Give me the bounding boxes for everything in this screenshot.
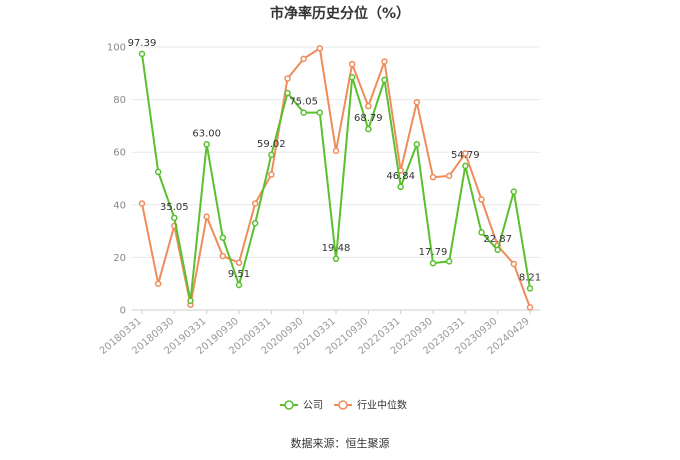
data-label: 59.02 bbox=[257, 139, 286, 150]
data-point[interactable] bbox=[171, 214, 178, 222]
data-point[interactable] bbox=[478, 196, 485, 203]
data-point[interactable] bbox=[445, 172, 453, 180]
data-point[interactable] bbox=[413, 98, 421, 106]
data-label: 54.79 bbox=[451, 150, 480, 161]
data-label: 63.00 bbox=[192, 128, 221, 139]
data-point[interactable] bbox=[316, 45, 324, 52]
series-industry-median bbox=[138, 45, 534, 311]
data-point[interactable] bbox=[526, 304, 534, 311]
data-labels: 97.39 35.05 63.00 9.51 59.02 75.05 19.48 68.79 4… bbox=[128, 38, 541, 284]
data-label: 8.21 bbox=[519, 272, 541, 283]
legend-swatch-marker bbox=[338, 400, 348, 410]
data-point[interactable] bbox=[300, 109, 307, 116]
data-point[interactable] bbox=[235, 259, 243, 266]
data-point[interactable] bbox=[154, 280, 162, 287]
data-point[interactable] bbox=[510, 188, 518, 195]
x-axis: 2018033120180930201903312019093020200331… bbox=[98, 309, 540, 357]
data-point[interactable] bbox=[348, 60, 356, 68]
y-axis: 0 20 40 60 80 100 bbox=[107, 43, 126, 317]
legend-item-company[interactable]: 公司 bbox=[280, 400, 323, 412]
data-label: 97.39 bbox=[128, 38, 157, 49]
data-point[interactable] bbox=[365, 125, 372, 133]
data-label: 17.79 bbox=[419, 247, 448, 258]
data-point[interactable] bbox=[219, 234, 227, 241]
data-label: 68.79 bbox=[354, 113, 383, 124]
data-label: 19.48 bbox=[322, 243, 351, 254]
data-point[interactable] bbox=[510, 260, 518, 268]
data-point[interactable] bbox=[203, 213, 210, 220]
data-point[interactable] bbox=[332, 255, 340, 263]
data-point[interactable] bbox=[235, 281, 243, 289]
data-point[interactable] bbox=[429, 259, 437, 267]
data-point[interactable] bbox=[268, 171, 275, 178]
legend-label: 公司 bbox=[303, 401, 323, 412]
legend-item-industry-median[interactable]: 行业中位数 bbox=[334, 399, 407, 412]
data-point[interactable] bbox=[526, 285, 534, 292]
data-point[interactable] bbox=[154, 168, 162, 176]
data-point[interactable] bbox=[219, 252, 227, 260]
data-label: 9.51 bbox=[228, 269, 250, 280]
data-point[interactable] bbox=[462, 150, 469, 157]
source-note: 数据来源：恒生聚源 bbox=[291, 436, 390, 450]
data-point[interactable] bbox=[268, 151, 275, 159]
data-point[interactable] bbox=[251, 219, 259, 227]
data-point[interactable] bbox=[348, 73, 356, 81]
legend[interactable]: 公司 行业中位数 bbox=[280, 399, 407, 412]
data-point[interactable] bbox=[332, 147, 340, 155]
y-tick-label: 0 bbox=[120, 306, 126, 317]
data-point[interactable] bbox=[381, 76, 388, 84]
y-tick-label: 60 bbox=[113, 148, 126, 159]
data-point[interactable] bbox=[138, 50, 146, 58]
data-point[interactable] bbox=[316, 109, 324, 116]
data-point[interactable] bbox=[365, 102, 372, 110]
data-point[interactable] bbox=[203, 141, 210, 148]
data-label: 46.84 bbox=[386, 171, 415, 182]
y-tick-label: 40 bbox=[113, 200, 126, 211]
legend-swatch-marker bbox=[284, 400, 294, 410]
data-point[interactable] bbox=[478, 229, 485, 236]
data-point[interactable] bbox=[445, 258, 453, 265]
data-point[interactable] bbox=[413, 141, 421, 148]
y-tick-label: 100 bbox=[107, 43, 126, 54]
series-lines bbox=[138, 45, 534, 311]
data-point[interactable] bbox=[138, 200, 146, 207]
data-point[interactable] bbox=[300, 55, 307, 63]
data-label: 75.05 bbox=[289, 97, 318, 108]
data-label: 22.87 bbox=[483, 234, 512, 245]
data-point[interactable] bbox=[397, 183, 404, 191]
data-point[interactable] bbox=[462, 162, 469, 170]
series-line bbox=[141, 53, 531, 301]
data-point[interactable] bbox=[284, 89, 291, 97]
data-point[interactable] bbox=[429, 173, 437, 181]
chart-title: 市净率历史分位（%） bbox=[270, 5, 410, 22]
data-point[interactable] bbox=[494, 246, 501, 254]
data-point[interactable] bbox=[251, 200, 259, 207]
y-tick-label: 20 bbox=[113, 253, 126, 264]
data-point[interactable] bbox=[187, 297, 194, 305]
series-company bbox=[138, 50, 534, 305]
data-point[interactable] bbox=[381, 58, 388, 65]
data-label: 35.05 bbox=[160, 202, 189, 213]
legend-label: 行业中位数 bbox=[357, 399, 407, 412]
series-line bbox=[141, 46, 531, 308]
data-point[interactable] bbox=[284, 75, 291, 82]
y-tick-label: 80 bbox=[113, 95, 126, 106]
